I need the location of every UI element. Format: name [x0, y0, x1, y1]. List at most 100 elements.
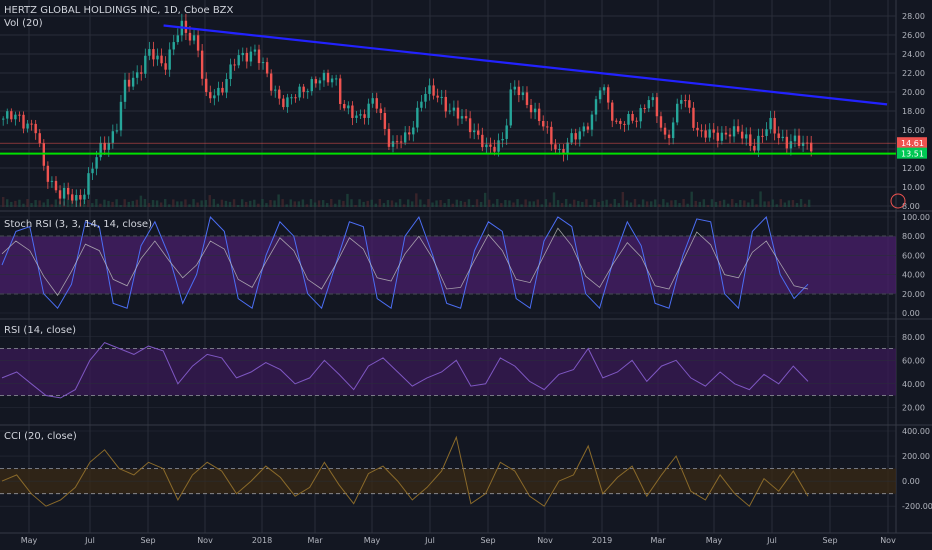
candle-body: [635, 120, 638, 122]
volume-bar: [103, 199, 106, 207]
volume-bar: [236, 204, 240, 207]
x-tick-label: Sep: [822, 536, 837, 545]
volume-bar: [6, 199, 9, 207]
y-tick-label: 80.00: [902, 232, 925, 241]
candle-body: [91, 168, 94, 174]
volume-bar: [107, 200, 110, 207]
support-price-label: 13.51: [901, 150, 924, 159]
volume-bar: [293, 201, 296, 207]
last-price-label: 14.61: [901, 139, 924, 148]
volume-bar: [807, 199, 811, 207]
candle-body: [464, 116, 468, 119]
candle-body: [241, 52, 244, 56]
candle-body: [160, 55, 163, 64]
volume-bar: [249, 200, 252, 207]
volume-bar: [463, 201, 467, 207]
volume-bar: [597, 201, 600, 207]
candle-body: [566, 142, 569, 155]
candle-body: [257, 49, 261, 64]
volume-bar: [787, 200, 791, 207]
volume-bar: [577, 200, 580, 207]
volume-bar: [710, 199, 714, 207]
candle-body: [501, 138, 504, 141]
volume-bar: [500, 203, 503, 207]
candle-body: [99, 142, 102, 158]
volume-bar: [91, 203, 94, 207]
volume-bar: [382, 203, 386, 207]
candle-body: [343, 103, 346, 109]
volume-bar: [536, 199, 539, 207]
candle-body: [399, 141, 403, 143]
volume-bar: [123, 199, 126, 207]
volume-bar: [759, 191, 762, 207]
y-tick-label: 10.00: [902, 183, 925, 192]
candle-body: [781, 136, 784, 139]
candle-body: [196, 35, 200, 51]
volume-bar: [747, 202, 750, 207]
candle-body: [477, 130, 480, 135]
volume-bar: [435, 200, 438, 207]
volume-bar: [46, 199, 49, 207]
volume-bar: [524, 199, 527, 207]
volume-bar: [775, 204, 778, 207]
candle-body: [708, 129, 711, 138]
y-tick-label: 200.00: [902, 452, 930, 461]
candle-body: [724, 132, 728, 135]
volume-bar: [370, 199, 373, 207]
volume-bar: [285, 204, 288, 207]
y-tick-label: 12.00: [902, 164, 925, 173]
candle-body: [667, 134, 671, 139]
candle-body: [140, 72, 143, 74]
y-tick-label: 16.00: [902, 126, 925, 135]
candle-body: [590, 114, 594, 130]
candle-body: [18, 114, 21, 116]
candle-body: [347, 105, 350, 109]
volume-bar: [350, 199, 353, 207]
volume-bar: [330, 199, 333, 207]
volume-bar: [552, 192, 556, 207]
candle-body: [383, 112, 387, 129]
y-tick-label: 18.00: [902, 107, 925, 116]
candle-body: [14, 114, 17, 120]
candle-body: [172, 42, 175, 50]
candle-body: [213, 95, 216, 99]
volume-bar: [224, 200, 228, 207]
candle-body: [489, 144, 492, 147]
volume-bar: [532, 201, 535, 207]
candle-body: [192, 35, 196, 41]
candle-body: [379, 108, 383, 113]
candle-body: [663, 127, 667, 135]
x-tick-label: Nov: [197, 536, 213, 545]
volume-bar: [127, 201, 130, 207]
candle-body: [606, 87, 610, 103]
volume-bar: [273, 200, 276, 207]
candle-body: [736, 126, 740, 132]
volume-bar: [573, 199, 576, 207]
candle-body: [586, 126, 590, 130]
candle-body: [26, 123, 29, 129]
candle-body: [720, 132, 724, 141]
y-tick-label: 26.00: [902, 31, 925, 40]
volume-bar: [164, 199, 167, 207]
candle-body: [274, 89, 277, 91]
volume-bar: [326, 203, 329, 207]
x-tick-label: Mar: [307, 536, 323, 545]
volume-bar: [520, 204, 523, 207]
volume-bar: [718, 200, 722, 207]
volume-bar: [208, 195, 211, 207]
volume-bar: [475, 199, 479, 207]
candle-body: [286, 97, 289, 108]
candle-body: [481, 134, 484, 148]
volume-bar: [10, 201, 13, 207]
volume-bar: [66, 199, 70, 207]
x-tick-label: May: [21, 536, 38, 545]
volume-bar: [743, 200, 746, 207]
candle-body: [127, 79, 131, 87]
candle-body: [517, 86, 521, 96]
candle-body: [71, 194, 74, 201]
candle-body: [339, 78, 342, 104]
candle-body: [225, 79, 228, 93]
volume-bar: [131, 200, 134, 207]
volume-bar: [26, 199, 29, 207]
